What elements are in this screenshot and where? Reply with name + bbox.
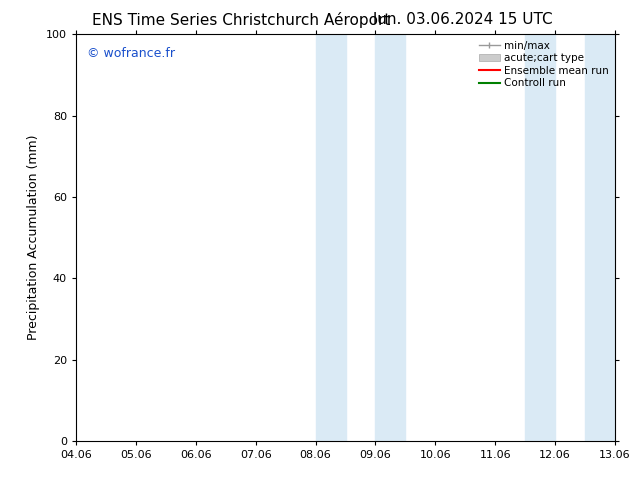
Y-axis label: Precipitation Accumulation (mm): Precipitation Accumulation (mm) (27, 135, 41, 341)
Bar (585, 34, 615, 441)
Text: ENS Time Series Christchurch Aéroport: ENS Time Series Christchurch Aéroport (92, 12, 390, 28)
Legend: min/max, acute;cart type, Ensemble mean run, Controll run: min/max, acute;cart type, Ensemble mean … (476, 37, 612, 92)
Text: lun. 03.06.2024 15 UTC: lun. 03.06.2024 15 UTC (373, 12, 553, 27)
Bar (316, 34, 346, 441)
Bar (375, 34, 405, 441)
Bar (525, 34, 555, 441)
Text: © wofrance.fr: © wofrance.fr (87, 47, 175, 59)
